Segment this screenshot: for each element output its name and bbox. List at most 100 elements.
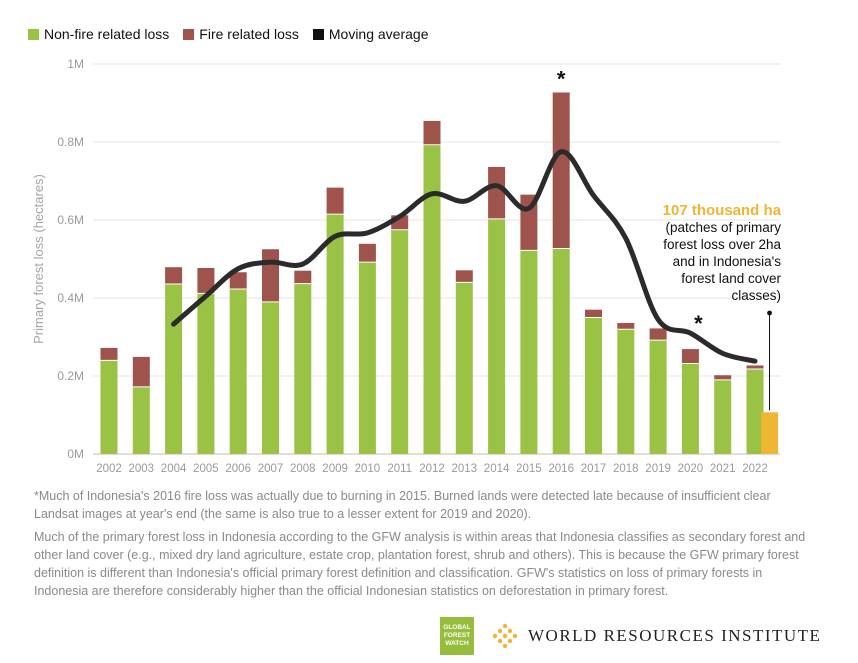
gfw-logo: GLOBAL FOREST WATCH bbox=[440, 617, 474, 655]
legend-swatch-fire bbox=[183, 28, 195, 40]
bar-nonfire bbox=[423, 144, 441, 455]
y-tick-label: 0.8M bbox=[57, 135, 84, 149]
forest-loss-chart: 0M 0.2M 0.4M 0.6M 0.8M 1M Primary forest loss … bbox=[31, 57, 780, 475]
x-tick-label: 2006 bbox=[225, 463, 251, 475]
x-tick-label: 2012 bbox=[419, 463, 445, 475]
annotation-line: forest land cover bbox=[681, 271, 781, 286]
legend-label-nonfire: Non-fire related loss bbox=[44, 26, 170, 42]
bar-fire bbox=[617, 322, 635, 330]
bar-fire bbox=[326, 187, 344, 215]
legend-item-fire: Fire related loss bbox=[183, 26, 299, 42]
bar-fire bbox=[423, 120, 441, 145]
x-tick-label: 2019 bbox=[645, 463, 671, 475]
x-tick-label: 2022 bbox=[742, 463, 768, 475]
bar-nonfire bbox=[714, 379, 732, 454]
bar-nonfire bbox=[229, 289, 247, 454]
x-tick-label: 2021 bbox=[710, 463, 736, 475]
bar-fire bbox=[358, 243, 376, 263]
bar-nonfire bbox=[391, 229, 409, 454]
annotation-line: (patches of primary bbox=[665, 220, 781, 235]
x-tick-label: 2008 bbox=[290, 463, 316, 475]
bar-fire bbox=[294, 270, 312, 284]
bar-fire bbox=[681, 349, 699, 364]
bar-nonfire bbox=[488, 218, 506, 454]
bar-nonfire bbox=[585, 317, 602, 454]
x-tick-label: 2004 bbox=[161, 463, 187, 475]
x-tick-label: 2020 bbox=[678, 463, 704, 475]
asterisk-marker: * bbox=[557, 66, 566, 91]
gfw-logo-line: FOREST bbox=[443, 632, 471, 639]
bar-nonfire bbox=[455, 282, 473, 454]
annotation-line: and in Indonesia's bbox=[672, 254, 781, 269]
bar-fire bbox=[488, 166, 506, 219]
y-tick-label: 0.2M bbox=[57, 369, 84, 383]
bar-nonfire bbox=[552, 248, 570, 454]
bar-nonfire bbox=[746, 368, 764, 454]
legend-item-nonfire: Non-fire related loss bbox=[28, 26, 169, 42]
bar-highlight-2022 bbox=[761, 412, 779, 454]
footnote-definition: Much of the primary forest loss in Indon… bbox=[34, 530, 806, 598]
bar-nonfire bbox=[617, 329, 635, 454]
bar-nonfire bbox=[649, 340, 667, 454]
legend-swatch-nonfire bbox=[28, 28, 39, 40]
wri-logo-text: WORLD RESOURCES INSTITUTE bbox=[528, 626, 822, 645]
bar-fire bbox=[455, 270, 473, 283]
x-tick-label: 2017 bbox=[581, 463, 607, 475]
x-tick-label: 2009 bbox=[322, 463, 348, 475]
x-tick-label: 2005 bbox=[193, 463, 219, 475]
annotation-line: forest loss over 2ha bbox=[663, 237, 781, 252]
bar-fire bbox=[229, 272, 247, 290]
logos: GLOBAL FOREST WATCH WORLD RESOURCES INST… bbox=[440, 617, 821, 655]
x-tick-label: 2014 bbox=[484, 463, 510, 475]
x-tick-label: 2003 bbox=[129, 463, 155, 475]
x-tick-label: 2013 bbox=[452, 463, 478, 475]
bar-fire bbox=[132, 356, 150, 387]
legend-label-fire: Fire related loss bbox=[199, 26, 299, 42]
x-tick-label: 2018 bbox=[613, 463, 639, 475]
bar-nonfire bbox=[520, 250, 538, 454]
x-tick-label: 2007 bbox=[258, 463, 284, 475]
annotation-leader-dot bbox=[767, 310, 772, 316]
wri-logo-icon bbox=[492, 623, 518, 649]
annotation-title: 107 thousand ha bbox=[662, 202, 781, 219]
bar-fire bbox=[552, 92, 570, 249]
bar-nonfire bbox=[165, 283, 183, 454]
bar-fire bbox=[585, 309, 602, 318]
bar-nonfire bbox=[262, 301, 279, 454]
bar-fire bbox=[165, 267, 183, 284]
y-tick-label: 1M bbox=[67, 57, 84, 71]
legend-swatch-average bbox=[312, 28, 324, 40]
gfw-logo-line: WATCH bbox=[445, 640, 469, 647]
x-tick-label: 2002 bbox=[96, 463, 122, 475]
footnote-2016-fire: *Much of Indonesia's 2016 fire loss was … bbox=[34, 489, 771, 521]
bar-fire bbox=[197, 267, 215, 294]
bar-fire bbox=[649, 328, 667, 341]
legend-item-average: Moving average bbox=[312, 26, 429, 42]
asterisk-marker: * bbox=[694, 311, 703, 336]
bar-nonfire bbox=[100, 360, 118, 454]
bar-fire bbox=[100, 347, 118, 361]
bar-nonfire bbox=[132, 386, 150, 454]
bar-nonfire bbox=[197, 293, 215, 454]
bar-nonfire bbox=[358, 262, 376, 454]
bar-nonfire bbox=[326, 214, 344, 454]
x-tick-label: 2011 bbox=[387, 463, 412, 475]
annotation-line: classes) bbox=[731, 288, 781, 303]
y-tick-label: 0M bbox=[67, 447, 84, 461]
bar-nonfire bbox=[294, 283, 312, 454]
x-tick-label: 2010 bbox=[355, 463, 381, 475]
y-tick-label: 0.6M bbox=[57, 213, 84, 227]
legend-label-average: Moving average bbox=[328, 26, 429, 42]
gfw-logo-line: GLOBAL bbox=[443, 624, 471, 631]
bar-fire bbox=[262, 249, 279, 302]
y-tick-label: 0.4M bbox=[57, 291, 84, 305]
legend: Non-fire related loss Fire related loss … bbox=[28, 26, 429, 42]
x-tick-label: 2016 bbox=[548, 463, 574, 475]
x-tick-label: 2015 bbox=[516, 463, 542, 475]
y-axis-title: Primary forest loss (hectares) bbox=[31, 174, 46, 344]
bar-fire bbox=[746, 365, 764, 369]
bar-fire bbox=[714, 375, 732, 380]
bar-nonfire bbox=[681, 363, 699, 454]
moving-average-line bbox=[171, 149, 758, 364]
annotation-2022: 107 thousand ha (patches of primary fore… bbox=[663, 202, 781, 304]
